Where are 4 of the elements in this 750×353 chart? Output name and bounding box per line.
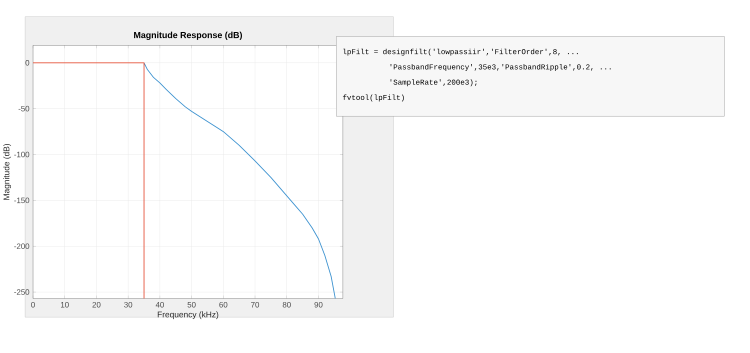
- line-series: [144, 62, 336, 299]
- y-axis-title: Magnitude (dB): [3, 144, 12, 200]
- chart-title: Magnitude Response (dB): [134, 32, 242, 40]
- x-axis-title: Frequency (kHz): [158, 311, 218, 320]
